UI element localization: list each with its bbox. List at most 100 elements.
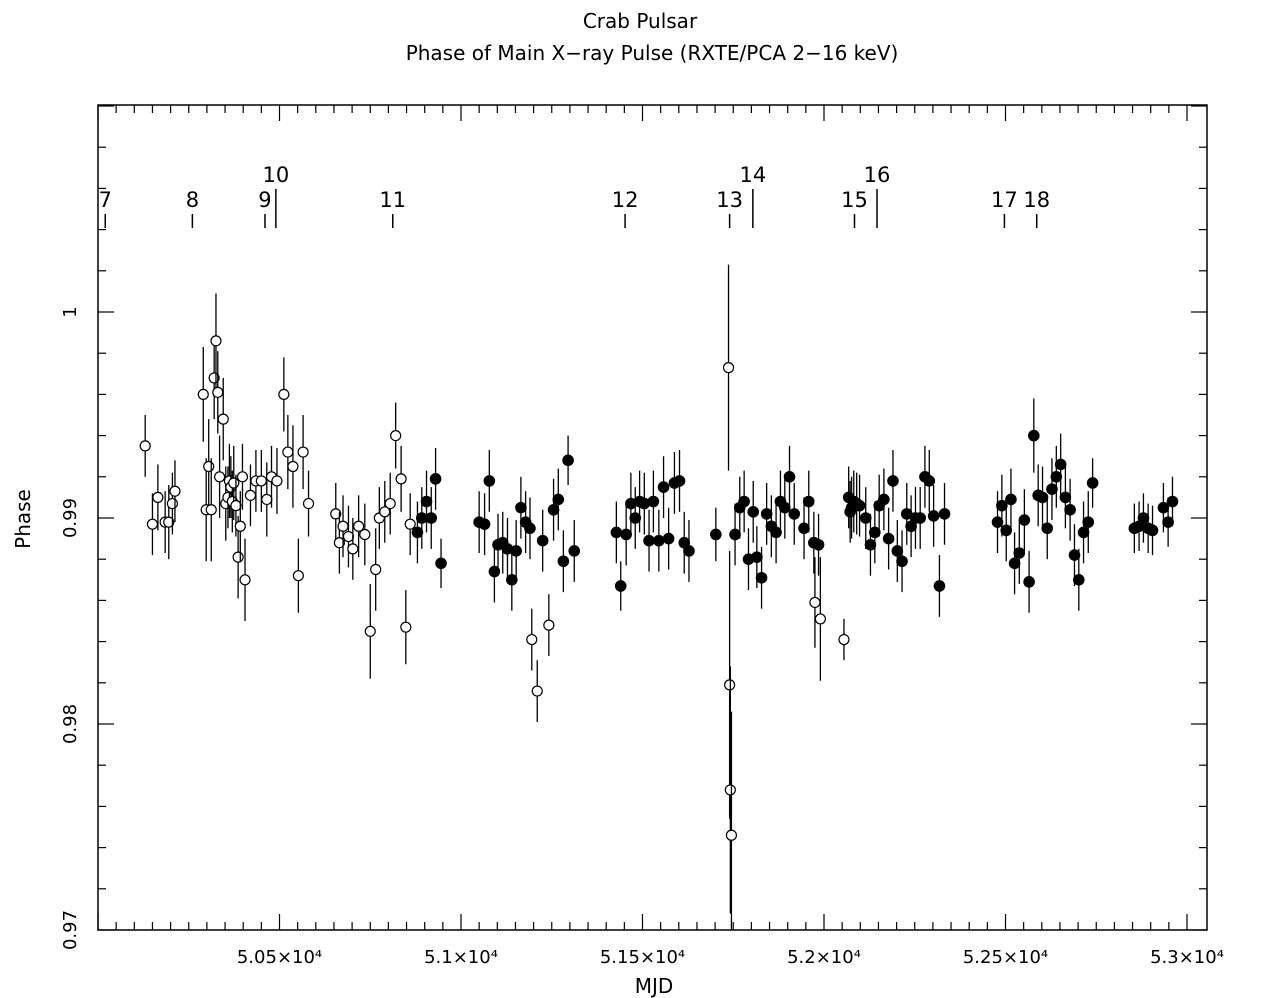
data-point-filled — [673, 475, 686, 487]
data-point-filled — [760, 508, 773, 520]
glitch-marker-label: 13 — [716, 188, 743, 212]
data-point-filled — [420, 495, 433, 508]
glitch-marker-label: 9 — [258, 188, 271, 212]
data-point-open — [337, 520, 349, 532]
data-point-filled — [887, 475, 899, 487]
data-point-filled — [620, 528, 632, 541]
glitch-marker-label: 12 — [612, 188, 639, 212]
data-point-filled — [729, 528, 741, 541]
data-point-filled — [864, 538, 877, 551]
data-point-open — [809, 596, 821, 609]
data-point-filled — [1059, 491, 1072, 504]
data-point-filled — [1073, 574, 1085, 586]
data-point-open — [333, 537, 345, 549]
data-point-filled — [927, 510, 940, 522]
data-point-filled — [1146, 524, 1159, 537]
data-point-open — [234, 520, 246, 532]
data-point-open — [139, 440, 151, 452]
data-point-open — [330, 508, 342, 520]
data-point-filled — [557, 555, 570, 568]
y-tick-label: 1 — [60, 306, 81, 317]
data-point-filled — [629, 512, 642, 524]
data-point-filled — [568, 545, 581, 557]
data-point-filled — [429, 473, 442, 485]
data-point-filled — [933, 580, 946, 592]
chart-subtitle: Phase of Main X−ray Pulse (RXTE/PCA 2−16… — [406, 41, 899, 65]
data-point-filled — [506, 574, 518, 586]
data-point-open — [166, 497, 179, 510]
data-point-open — [244, 489, 257, 501]
glitch-marker-label: 17 — [991, 188, 1018, 212]
data-point-open — [232, 551, 244, 563]
data-point-open — [146, 518, 159, 530]
data-point-filled — [1023, 576, 1035, 588]
data-point-filled — [1137, 512, 1150, 524]
data-point-open — [197, 388, 209, 400]
x-tick-label: 5.1×10⁴ — [424, 947, 498, 968]
glitch-marker-label: 14 — [739, 163, 766, 187]
data-point-filled — [778, 501, 791, 514]
data-point-filled — [710, 528, 722, 541]
data-point-filled — [923, 475, 936, 487]
data-point-filled — [683, 545, 695, 557]
x-tick-label: 5.2×10⁴ — [787, 947, 861, 968]
data-point-open — [724, 784, 736, 796]
x-tick-label: 5.3×10⁴ — [1150, 947, 1224, 968]
data-point-filled — [853, 499, 866, 512]
data-point-filled — [1162, 516, 1174, 528]
data-point-filled — [1018, 514, 1031, 526]
data-point-filled — [510, 545, 522, 557]
x-tick-label: 5.05×10⁴ — [237, 947, 322, 968]
data-point-open — [208, 372, 220, 384]
data-point-filled — [914, 512, 926, 524]
y-tick-label: 0.99 — [60, 498, 81, 538]
data-point-filled — [859, 512, 872, 524]
data-point-filled — [536, 534, 549, 547]
data-point-open — [370, 563, 382, 576]
data-point-open — [282, 446, 294, 458]
data-point-filled — [657, 481, 670, 493]
data-point-filled — [524, 522, 536, 535]
y-tick-label: 0.97 — [60, 910, 81, 950]
data-point-filled — [1028, 429, 1040, 442]
data-point-filled — [483, 475, 496, 487]
data-point-filled — [488, 565, 501, 578]
data-point-open — [364, 625, 376, 637]
data-point-filled — [882, 532, 895, 545]
data-point-filled — [891, 545, 904, 557]
data-point-filled — [1077, 526, 1090, 539]
data-point-filled — [562, 454, 574, 467]
data-point-filled — [1013, 547, 1026, 559]
data-point-filled — [1000, 524, 1013, 537]
data-point-open — [203, 460, 215, 473]
x-tick-label: 5.15×10⁴ — [600, 947, 685, 968]
data-point-open — [271, 475, 283, 487]
data-point-open — [722, 362, 735, 374]
data-point-filled — [788, 508, 801, 520]
data-point-filled — [1041, 522, 1054, 535]
data-point-open — [230, 500, 242, 512]
data-point-open — [724, 679, 736, 691]
data-point-filled — [653, 534, 665, 547]
data-point-open — [236, 471, 249, 483]
data-point-filled — [1046, 483, 1058, 495]
data-point-open — [239, 574, 251, 586]
data-point-filled — [938, 508, 951, 520]
x-tick-label: 5.25×10⁴ — [963, 947, 1048, 968]
data-point-filled — [547, 503, 560, 516]
data-point-filled — [610, 526, 623, 539]
data-point-filled — [478, 518, 491, 530]
chart-title: Crab Pulsar — [583, 9, 698, 33]
data-point-filled — [770, 526, 782, 539]
x-axis-label: MJD — [635, 974, 674, 998]
data-point-filled — [1005, 493, 1017, 506]
data-point-filled — [878, 493, 890, 506]
data-point-filled — [614, 580, 627, 592]
data-point-filled — [802, 495, 815, 508]
data-point-filled — [1054, 458, 1067, 471]
data-point-open — [278, 388, 290, 400]
data-point-filled — [783, 471, 796, 483]
data-point-open — [400, 621, 412, 633]
